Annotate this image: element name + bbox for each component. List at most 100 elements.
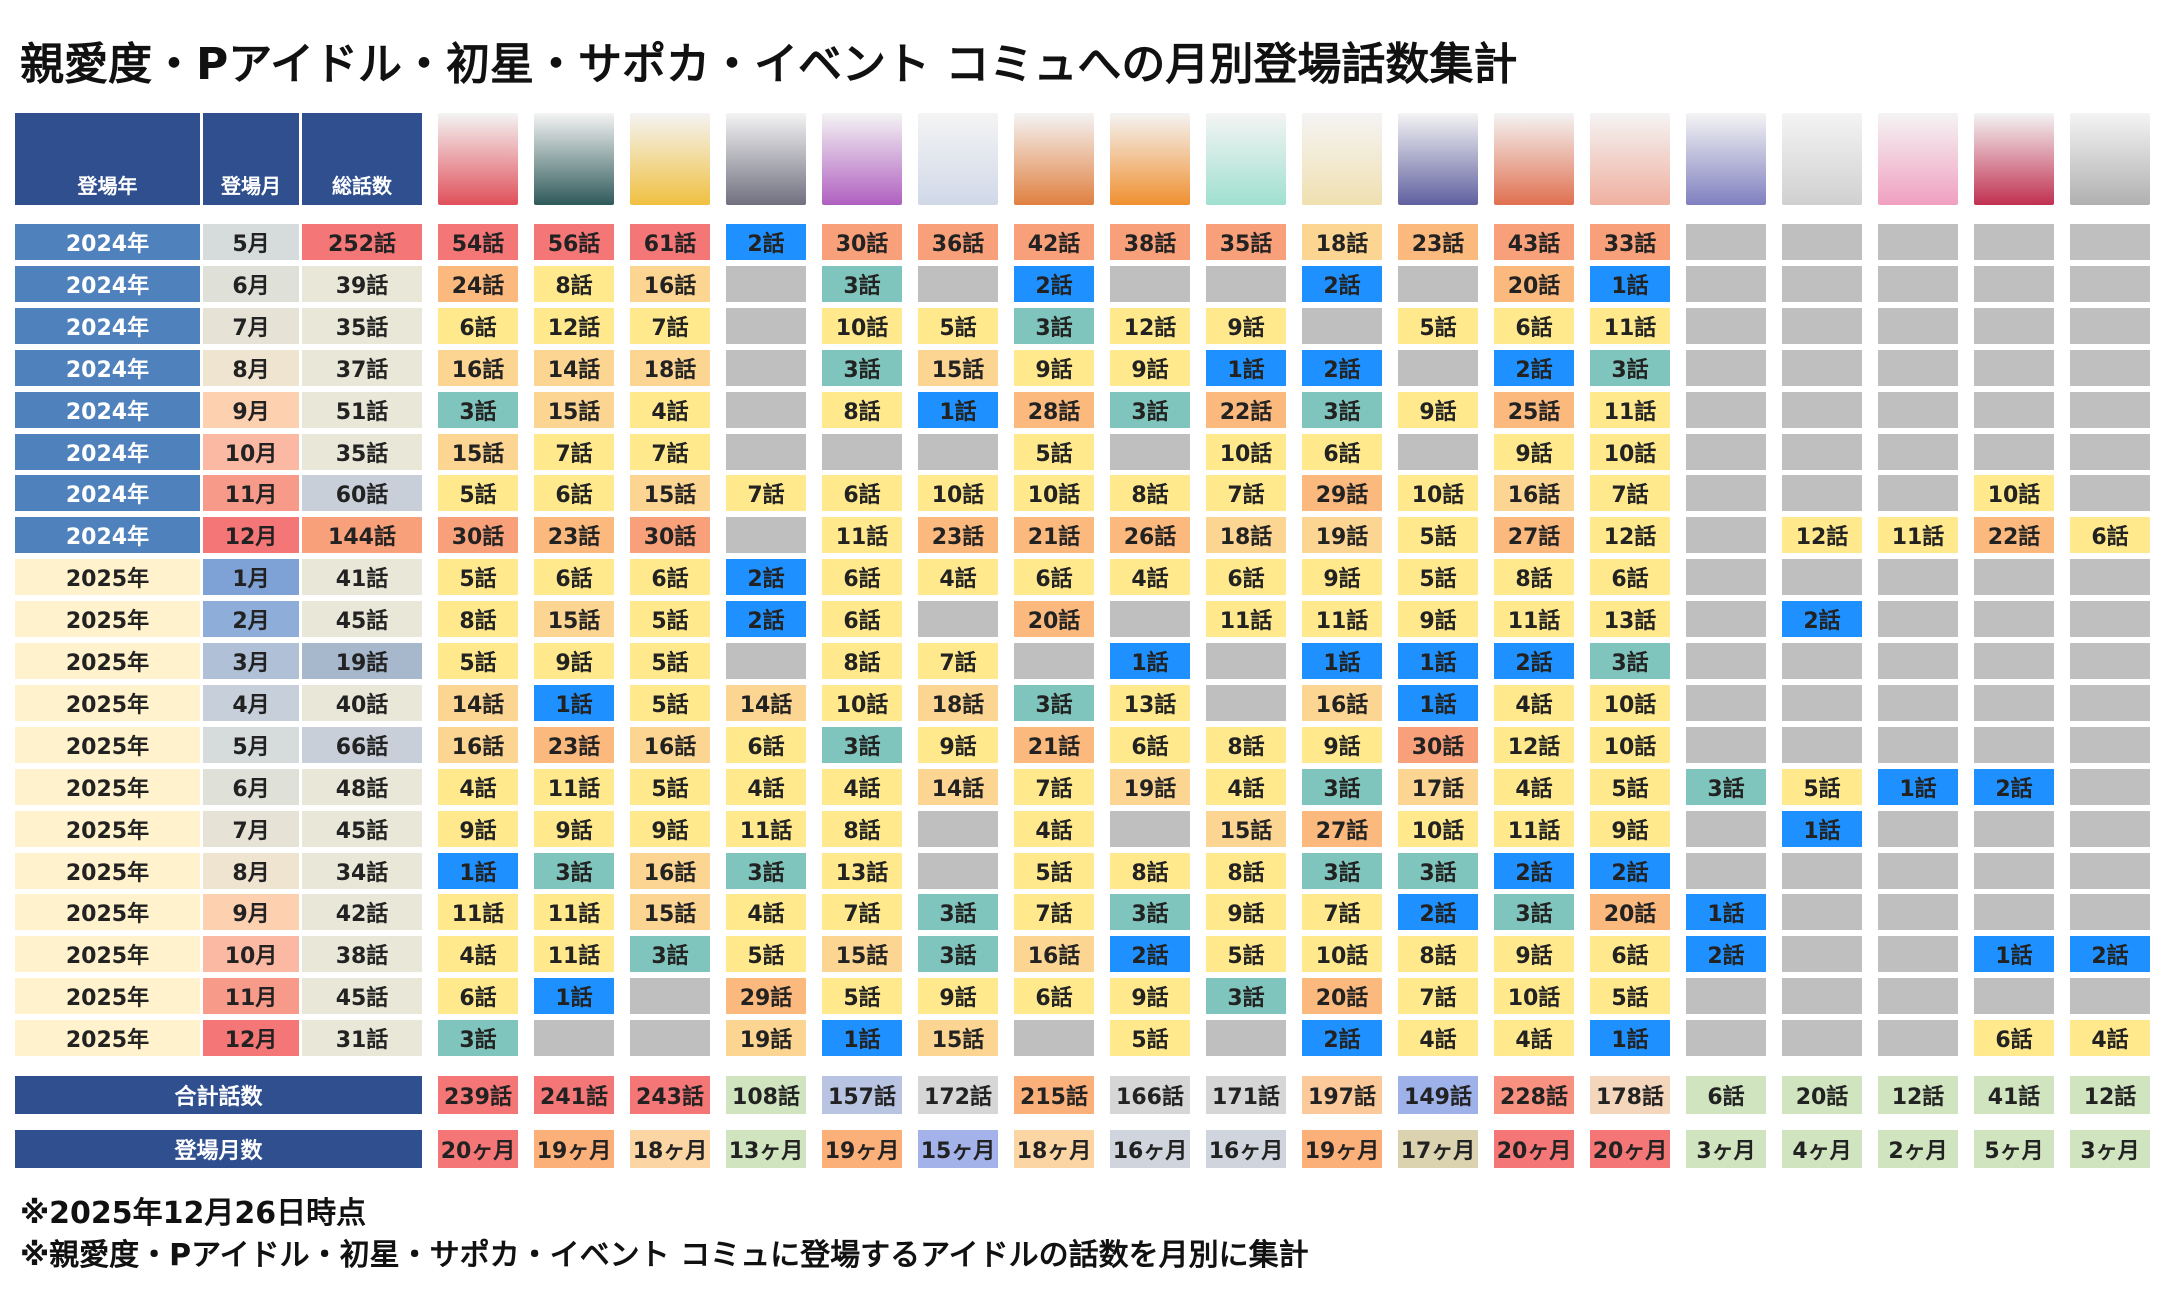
count-cell: 13話	[1110, 684, 1190, 721]
totals-value: 149話	[1398, 1076, 1478, 1114]
month-cell: 8月	[203, 349, 299, 386]
count-cell: 42話	[1014, 224, 1094, 260]
empty-cell	[726, 349, 806, 386]
empty-cell	[2070, 349, 2150, 386]
count-cell: 7話	[726, 475, 806, 512]
count-cell: 2話	[1974, 768, 2054, 805]
count-cell: 8話	[1398, 936, 1478, 973]
empty-cell	[1878, 810, 1958, 847]
idol-icon	[1590, 113, 1670, 205]
count-cell: 23話	[534, 517, 614, 554]
empty-cell	[1878, 1020, 1958, 1057]
count-cell: 5話	[726, 936, 806, 973]
count-cell: 18話	[630, 349, 710, 386]
empty-cell	[534, 1020, 614, 1057]
empty-cell	[726, 643, 806, 679]
year-cell: 2024年	[15, 391, 200, 428]
count-cell: 1話	[1302, 643, 1382, 679]
empty-cell	[1782, 391, 1862, 428]
count-cell: 11話	[1590, 307, 1670, 344]
empty-cell	[1974, 978, 2054, 1015]
count-cell: 6話	[1110, 726, 1190, 763]
count-cell: 8話	[822, 810, 902, 847]
year-cell: 2024年	[15, 307, 200, 344]
count-cell: 9話	[918, 726, 998, 763]
idol-icon	[630, 113, 710, 205]
month-cell: 12月	[203, 1020, 299, 1057]
count-cell: 9話	[1206, 307, 1286, 344]
count-cell: 5話	[1398, 307, 1478, 344]
count-cell: 29話	[1302, 475, 1382, 512]
totals-value: 178話	[1590, 1076, 1670, 1114]
empty-cell	[918, 265, 998, 302]
empty-cell	[1878, 307, 1958, 344]
totals-value: 6話	[1686, 1076, 1766, 1114]
year-cell: 2025年	[15, 852, 200, 889]
count-cell: 11話	[534, 768, 614, 805]
count-cell: 10話	[1398, 810, 1478, 847]
totals-value: 166話	[1110, 1076, 1190, 1114]
count-cell: 9話	[1110, 978, 1190, 1015]
count-cell: 30話	[1398, 726, 1478, 763]
count-cell: 3話	[1302, 768, 1382, 805]
month-cell: 4月	[203, 684, 299, 721]
month-cell: 7月	[203, 810, 299, 847]
empty-cell	[1014, 643, 1094, 679]
count-cell: 6話	[1014, 978, 1094, 1015]
empty-cell	[1686, 559, 1766, 596]
count-cell: 5話	[1206, 936, 1286, 973]
idol-icon	[438, 113, 518, 205]
empty-cell	[1878, 978, 1958, 1015]
count-cell: 15話	[918, 349, 998, 386]
count-cell: 2話	[1110, 936, 1190, 973]
empty-cell	[1686, 391, 1766, 428]
months-value: 17ヶ月	[1398, 1130, 1478, 1168]
total-cell: 40話	[302, 684, 422, 721]
count-cell: 5話	[1110, 1020, 1190, 1057]
count-cell: 5話	[822, 978, 902, 1015]
count-cell: 10話	[822, 307, 902, 344]
count-cell: 3話	[1590, 643, 1670, 679]
count-cell: 19話	[726, 1020, 806, 1057]
month-cell: 11月	[203, 978, 299, 1015]
year-cell: 2024年	[15, 224, 200, 260]
count-cell: 15話	[438, 433, 518, 470]
count-cell: 10話	[1590, 726, 1670, 763]
count-cell: 8話	[1206, 726, 1286, 763]
count-cell: 18話	[918, 684, 998, 721]
count-cell: 11話	[1494, 601, 1574, 638]
empty-cell	[1110, 810, 1190, 847]
month-cell: 7月	[203, 307, 299, 344]
count-cell: 1話	[1590, 265, 1670, 302]
count-cell: 12話	[1782, 517, 1862, 554]
count-cell: 7話	[1206, 475, 1286, 512]
count-cell: 6話	[1590, 936, 1670, 973]
total-cell: 35話	[302, 433, 422, 470]
total-cell: 42話	[302, 894, 422, 931]
count-cell: 11話	[438, 894, 518, 931]
count-cell: 6話	[822, 601, 902, 638]
count-cell: 6話	[726, 726, 806, 763]
count-cell: 14話	[534, 349, 614, 386]
count-cell: 4話	[1398, 1020, 1478, 1057]
count-cell: 9話	[1302, 726, 1382, 763]
empty-cell	[1878, 265, 1958, 302]
months-value: 20ヶ月	[438, 1130, 518, 1168]
empty-cell	[1686, 475, 1766, 512]
empty-cell	[2070, 224, 2150, 260]
empty-cell	[1878, 684, 1958, 721]
count-cell: 18話	[1206, 517, 1286, 554]
count-cell: 9話	[1206, 894, 1286, 931]
count-cell: 4話	[1014, 810, 1094, 847]
count-cell: 6話	[1590, 559, 1670, 596]
months-label: 登場月数	[15, 1130, 422, 1168]
count-cell: 2話	[1014, 265, 1094, 302]
empty-cell	[1878, 224, 1958, 260]
count-cell: 5話	[1014, 433, 1094, 470]
total-cell: 38話	[302, 936, 422, 973]
count-cell: 2話	[1782, 601, 1862, 638]
empty-cell	[2070, 433, 2150, 470]
empty-cell	[1878, 936, 1958, 973]
count-cell: 3話	[1590, 349, 1670, 386]
count-cell: 10話	[1302, 936, 1382, 973]
